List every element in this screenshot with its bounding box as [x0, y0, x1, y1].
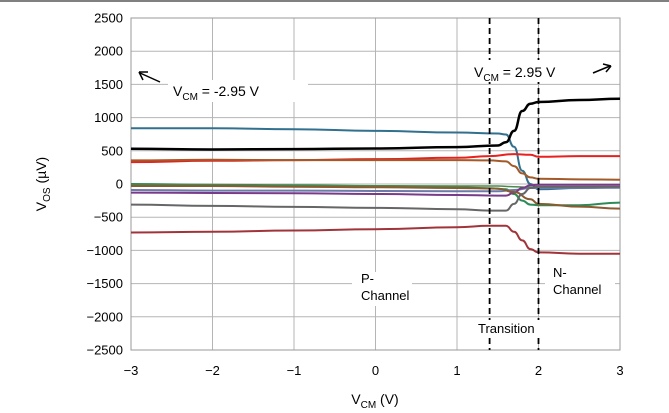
y-tick-label: 2000	[94, 44, 123, 59]
x-tick-label: 0	[372, 363, 379, 378]
ticks-group: −3 −2 −1 0 1 2 3 2500 2000 1500 1000 500 0 −500 −1000 −…	[86, 11, 623, 379]
label-backdrop	[168, 80, 308, 102]
label-backdrop	[474, 320, 552, 338]
x-axis-label: VCM (V)	[351, 391, 398, 411]
y-tick-label: 0	[116, 177, 123, 192]
y-axis-label: VOS (µV)	[33, 157, 53, 211]
x-tick-label: 3	[616, 363, 623, 378]
right-arrowhead-icon	[602, 63, 612, 73]
vcm-left-label: VCM = -2.95 V	[173, 83, 260, 103]
series-line-8	[130, 183, 620, 197]
left-arrow-icon	[139, 72, 161, 83]
series-line-10	[130, 185, 620, 212]
x-tick-label: −1	[287, 363, 302, 378]
y-tick-label: −2500	[86, 343, 123, 358]
x-tick-label: −2	[205, 363, 220, 378]
y-tick-label: 1000	[94, 110, 123, 125]
transition-label: Transition	[478, 321, 535, 336]
grid	[130, 17, 621, 351]
y-tick-label: 2500	[94, 11, 123, 26]
x-tick-label: −3	[124, 363, 139, 378]
y-tick-label: −1500	[86, 276, 123, 291]
p-channel-label-line1: P-	[361, 271, 374, 286]
vcm-right-label: VCM = 2.95 V	[474, 64, 556, 84]
annotations-group: VCM = -2.95 V VCM = 2.95 V P- Channel Transi…	[138, 18, 615, 350]
y-tick-label: −1000	[86, 243, 123, 258]
y-tick-label: −2000	[86, 309, 123, 324]
label-backdrop	[468, 60, 588, 82]
n-channel-label-line1: N-	[553, 265, 567, 280]
left-arrowhead-icon	[138, 71, 148, 81]
x-tick-label: 2	[535, 363, 542, 378]
label-backdrop	[545, 266, 615, 300]
x-tick-label: 1	[453, 363, 460, 378]
label-backdrop	[352, 272, 412, 306]
p-channel-label-line2: Channel	[361, 288, 410, 303]
n-channel-label-line2: Channel	[553, 282, 602, 297]
series-line-9	[131, 184, 621, 210]
y-tick-label: 500	[101, 143, 123, 158]
y-tick-label: 1500	[94, 77, 123, 92]
y-tick-label: −500	[94, 210, 123, 225]
right-arrow-icon	[592, 65, 611, 74]
